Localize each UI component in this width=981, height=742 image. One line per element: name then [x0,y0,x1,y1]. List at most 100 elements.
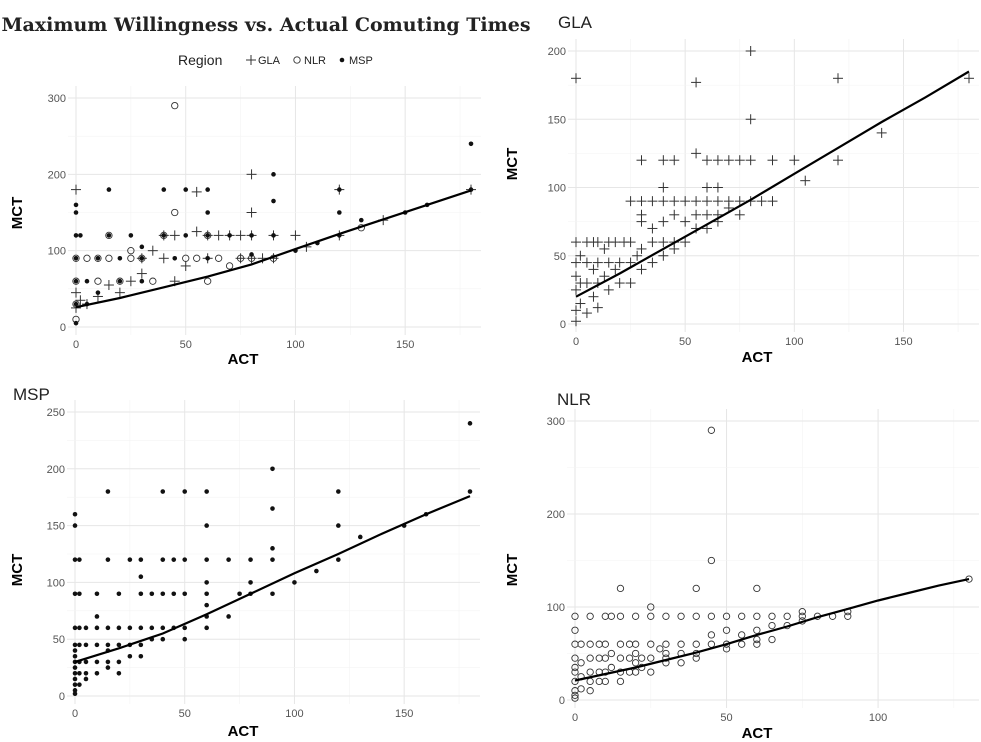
plus-marker [114,287,125,298]
open-circle-marker [94,277,102,285]
plus-marker [632,250,643,261]
plus-marker [581,257,592,268]
dot-marker [73,301,79,307]
open-circle-marker [768,621,776,630]
plus-marker [614,257,625,268]
chart-panel-nlr: 0 50 100 0 100 200 300 ACT MCT NLR [504,390,979,742]
dot-marker [128,233,134,238]
open-circle-marker [182,254,190,262]
y-axis-label: MCT [504,148,521,181]
open-circle-marker [616,612,625,620]
dot-marker [84,278,90,284]
plus-marker [745,155,756,166]
dot-marker [72,511,78,517]
dot-marker [270,591,275,597]
dot-marker [77,670,82,676]
plus-marker [610,264,621,275]
y-tick-label: 100 [547,602,565,614]
open-circle-marker [662,612,670,620]
dot-marker [105,642,111,648]
dot-marker [127,557,133,562]
open-circle-marker [692,654,700,662]
dot-marker [77,625,82,631]
dot-marker [72,676,78,682]
grid [568,39,979,332]
dot-marker [117,278,123,284]
dot-marker [160,636,166,642]
plus-marker [669,155,680,166]
dot-marker [249,252,254,257]
dot-marker [205,187,210,192]
plus-marker [610,237,621,248]
open-circle-marker [171,208,179,217]
legend: Region GLA NLR MSP [178,52,373,68]
dot-marker [72,591,78,597]
open-circle-marker [783,612,791,620]
plus-marker [658,182,669,193]
plus-marker [964,73,974,84]
x-tick-label: 50 [179,708,191,720]
plus-marker [691,209,702,220]
dot-marker [337,187,342,192]
dot-marker [83,670,89,676]
dot-marker [72,665,78,670]
legend-item-nlr: NLR [293,55,326,67]
open-circle-marker [647,640,655,648]
open-circle-marker [149,277,157,285]
dot-marker [77,642,82,648]
dot-marker [138,574,144,580]
plus-marker [702,196,712,207]
open-circle-marker [72,300,80,308]
dot-marker [205,233,210,238]
dot-marker [95,255,101,261]
plus-marker [767,155,778,166]
open-circle-marker [105,254,113,262]
dot-marker [204,591,209,597]
plus-marker [575,298,586,309]
dot-marker [270,466,275,472]
dot-marker [94,642,100,648]
trend-line [574,578,970,682]
dot-marker [72,653,78,659]
legend-label-nlr: NLR [304,55,326,67]
dot-marker [182,591,188,597]
x-tick-label: 100 [286,339,304,351]
plus-marker-icon [246,55,256,65]
open-circle-marker [577,640,585,648]
x-axis-label: ACT [228,723,259,740]
x-tick-label: 0 [72,708,78,720]
dot-marker [77,682,82,687]
y-tick-label: 50 [554,251,566,263]
dot-marker [204,557,209,562]
y-tick-label: 0 [559,695,565,707]
open-circle-marker [798,608,806,616]
dot-marker [105,489,111,494]
open-circle-marker [571,626,579,634]
open-circle-marker [798,612,806,620]
dot-marker [172,255,178,261]
dot-marker [116,642,122,648]
plus-marker [213,230,224,241]
plus-marker [669,243,680,254]
plus-marker [592,237,603,248]
dot-marker [226,614,231,619]
plus-marker [658,196,669,207]
dot-marker [105,659,111,665]
open-circle-marker [677,612,685,620]
plus-marker [647,196,658,207]
dot-marker [116,625,122,631]
dot-marker [314,568,319,574]
open-circle-marker [127,247,135,255]
plus-marker [636,155,647,166]
plus-marker [599,271,610,282]
open-circle-marker [753,612,761,620]
dot-marker [204,625,209,631]
dot-marker [271,172,276,177]
dot-marker [139,255,145,261]
dot-marker [73,278,79,284]
plus-marker [571,237,581,248]
plus-marker [588,291,599,302]
plus-marker [636,264,647,275]
dot-marker [94,670,100,676]
dot-marker [161,187,167,192]
